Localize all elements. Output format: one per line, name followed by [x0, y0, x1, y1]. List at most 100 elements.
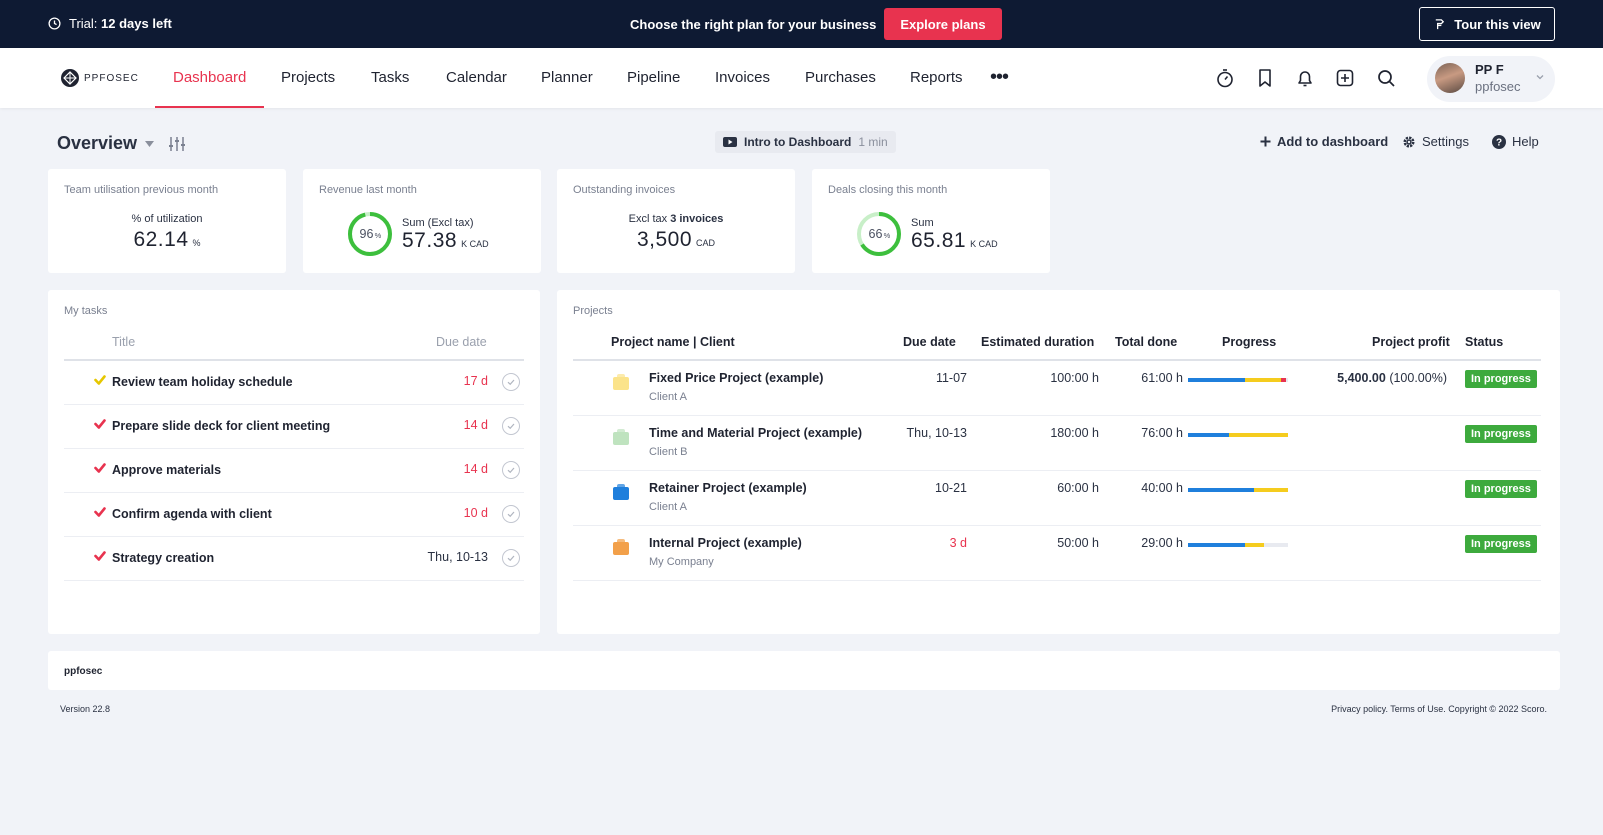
company-logo[interactable]: PPFOSEC [60, 68, 139, 88]
nav-tasks[interactable]: Tasks [371, 69, 410, 86]
bookmark-icon[interactable] [1254, 67, 1276, 89]
progress-segment [1188, 488, 1254, 492]
kpi-deals-closing[interactable]: Deals closing this month 66 % Sum 65.81 K… [812, 169, 1050, 273]
project-name[interactable]: Internal Project (example) [649, 536, 802, 550]
project-client[interactable]: Client A [649, 391, 687, 403]
complete-task-button[interactable] [502, 373, 520, 391]
search-icon[interactable] [1375, 67, 1397, 89]
col-total-done[interactable]: Total done [1115, 335, 1178, 349]
project-row[interactable]: Retainer Project (example) Client A 10-21 6… [573, 471, 1541, 526]
col-due-date[interactable]: Due date [903, 335, 956, 349]
task-title[interactable]: Review team holiday schedule [112, 375, 293, 389]
deals-percent-sign: % [884, 231, 891, 240]
kpi-outstanding-invoices[interactable]: Outstanding invoices Excl tax 3 invoices… [557, 169, 795, 273]
nav-purchases[interactable]: Purchases [805, 69, 876, 86]
add-to-dashboard-button[interactable]: Add to dashboard [1260, 134, 1388, 149]
help-label: Help [1512, 134, 1539, 149]
project-estimated: 50:00 h [1057, 536, 1099, 550]
progress-segment [1188, 378, 1245, 382]
nav-projects[interactable]: Projects [281, 69, 336, 86]
kpi-value: 62.14 [133, 228, 189, 251]
check-circle-icon [507, 467, 515, 474]
task-row[interactable]: Strategy creation Thu, 10-13 [64, 537, 524, 581]
project-client[interactable]: Client A [649, 501, 687, 513]
col-estimated-duration[interactable]: Estimated duration [981, 335, 1095, 349]
check-circle-icon [507, 555, 515, 562]
project-row[interactable]: Time and Material Project (example) Clien… [573, 416, 1541, 471]
complete-task-button[interactable] [502, 461, 520, 479]
add-item-icon[interactable] [1334, 67, 1356, 89]
tour-view-button[interactable]: Tour this view [1419, 7, 1555, 41]
project-due-date: 10-21 [935, 481, 967, 495]
copyright-links[interactable]: Privacy policy. Terms of Use. Copyright … [1331, 704, 1547, 714]
project-row[interactable]: Internal Project (example) My Company 3 d 5… [573, 526, 1541, 581]
priority-check-icon [94, 551, 106, 561]
kpi-title: Deals closing this month [828, 184, 948, 196]
task-title[interactable]: Prepare slide deck for client meeting [112, 419, 331, 433]
progress-segment [1229, 433, 1288, 437]
task-due-date: 14 d [463, 418, 488, 432]
kpi-value: 65.81 [911, 229, 967, 252]
kpi-label: % of utilization [131, 213, 203, 225]
project-progress-bar [1188, 433, 1288, 437]
trial-status: Trial: 12 days left [48, 16, 172, 31]
kpi-label: Sum [911, 217, 934, 229]
kpi-label: Sum (Excl tax) [402, 217, 474, 229]
task-row[interactable]: Confirm agenda with client 10 d [64, 493, 524, 537]
overview-selector[interactable]: Overview [57, 133, 186, 154]
invoice-count: 3 invoices [670, 213, 724, 225]
user-profile-menu[interactable]: PP F ppfosec [1427, 56, 1555, 102]
complete-task-button[interactable] [502, 417, 520, 435]
nav-pipeline[interactable]: Pipeline [627, 69, 681, 86]
more-menu-icon[interactable]: ••• [990, 66, 1009, 88]
col-project-name[interactable]: Project name | Client [611, 335, 735, 349]
user-company: ppfosec [1475, 79, 1521, 94]
trial-prefix: Trial: [69, 16, 102, 31]
deals-donut-arc [857, 212, 901, 256]
complete-task-button[interactable] [502, 505, 520, 523]
nav-planner[interactable]: Planner [541, 69, 593, 86]
intro-label: Intro to Dashboard [744, 135, 852, 149]
nav-dashboard[interactable]: Dashboard [155, 48, 265, 108]
project-name[interactable]: Time and Material Project (example) [649, 426, 863, 440]
project-progress-bar [1188, 543, 1288, 547]
footer-company-bar: ppfosec [48, 651, 1560, 690]
status-badge: In progress [1465, 425, 1537, 443]
kpi-team-utilisation[interactable]: Team utilisation previous month % of uti… [48, 169, 286, 273]
intro-duration: 1 min [858, 135, 888, 149]
explore-plans-button[interactable]: Explore plans [884, 8, 1002, 40]
complete-task-button[interactable] [502, 549, 520, 567]
timer-icon[interactable] [1214, 67, 1236, 89]
task-title[interactable]: Confirm agenda with client [112, 507, 272, 521]
help-button[interactable]: ? Help [1492, 134, 1539, 149]
col-project-profit[interactable]: Project profit [1372, 335, 1450, 349]
tasks-col-due[interactable]: Due date [436, 335, 487, 349]
task-title[interactable]: Strategy creation [112, 551, 215, 565]
project-name[interactable]: Fixed Price Project (example) [649, 371, 824, 385]
header-divider [64, 359, 524, 361]
tasks-col-title[interactable]: Title [112, 335, 136, 349]
nav-reports[interactable]: Reports [910, 69, 963, 86]
task-row[interactable]: Prepare slide deck for client meeting 14 … [64, 405, 524, 449]
project-done: 29:00 h [1141, 536, 1183, 550]
task-row[interactable]: Review team holiday schedule 17 d [64, 361, 524, 405]
col-progress[interactable]: Progress [1222, 335, 1277, 349]
project-name[interactable]: Retainer Project (example) [649, 481, 807, 495]
project-progress-bar [1188, 378, 1288, 382]
task-row[interactable]: Approve materials 14 d [64, 449, 524, 493]
settings-button[interactable]: Settings [1402, 134, 1469, 149]
kpi-revenue-last-month[interactable]: Revenue last month 96 % Sum (Excl tax) 5… [303, 169, 541, 273]
project-client[interactable]: Client B [649, 446, 688, 458]
task-title[interactable]: Approve materials [112, 463, 222, 477]
bell-icon[interactable] [1294, 67, 1316, 89]
project-row[interactable]: Fixed Price Project (example) Client A 11-… [573, 361, 1541, 416]
nav-calendar[interactable]: Calendar [446, 69, 507, 86]
task-due-date: 14 d [463, 462, 488, 476]
filter-sliders-icon[interactable] [168, 136, 186, 152]
intro-video-link[interactable]: Intro to Dashboard 1 min [715, 131, 896, 153]
nav-invoices[interactable]: Invoices [715, 69, 771, 86]
help-icon: ? [1492, 134, 1506, 149]
project-folder-icon [613, 429, 629, 445]
col-status[interactable]: Status [1465, 335, 1504, 349]
project-client[interactable]: My Company [649, 556, 714, 568]
